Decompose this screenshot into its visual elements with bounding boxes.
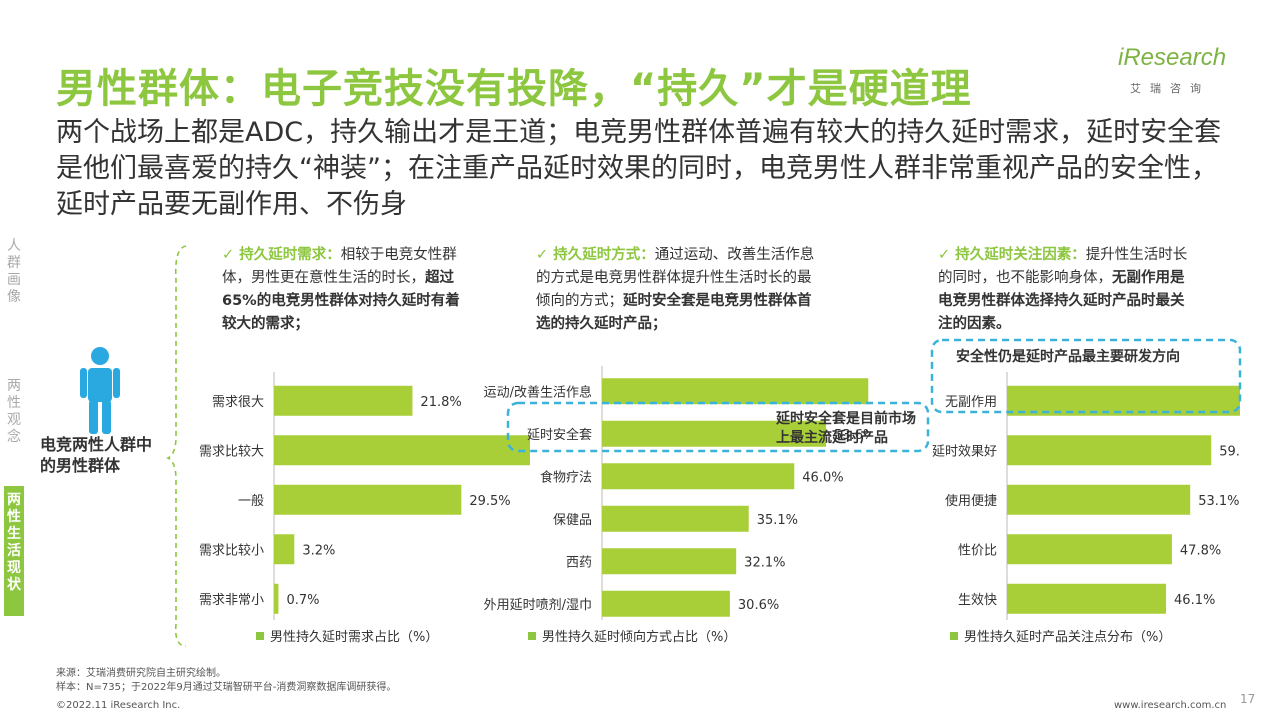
bar-2-2 bbox=[1007, 484, 1191, 515]
legend-chart-1: 男性持久延时需求占比（%） bbox=[256, 626, 438, 645]
bar-0-1 bbox=[274, 435, 530, 466]
value-label-2-4: 46.1% bbox=[1174, 593, 1215, 608]
callout-frame-right bbox=[930, 338, 1242, 414]
category-label-0-0: 需求很大 bbox=[212, 395, 264, 410]
panel-3-text: 提升性生活时长的同时，也不能影响身体， bbox=[938, 247, 1188, 286]
bar-2-4 bbox=[1007, 583, 1167, 614]
bar-2-1 bbox=[1007, 435, 1212, 466]
callout-frame-middle bbox=[506, 401, 930, 453]
value-label-0-4: 0.7% bbox=[286, 593, 319, 608]
value-label-1-3: 35.1% bbox=[757, 513, 798, 528]
value-label-2-3: 47.8% bbox=[1180, 543, 1221, 558]
value-label-0-2: 29.5% bbox=[469, 494, 510, 509]
bar-0-2 bbox=[274, 484, 462, 515]
check-icon: ✓ bbox=[536, 247, 554, 263]
panel-3-description: ✓ 持久延时关注因素：提升性生活时长的同时，也不能影响身体，无副作用是电竞男性群… bbox=[938, 244, 1190, 336]
legend-1-label: 男性持久延时需求占比（%） bbox=[270, 630, 439, 645]
page-title: 男性群体：电子竞技没有投降，“持久”才是硬道理 bbox=[56, 66, 972, 112]
bar-0-4 bbox=[274, 583, 279, 614]
legend-chart-2: 男性持久延时倾向方式占比（%） bbox=[528, 626, 736, 645]
bar-1-4 bbox=[602, 548, 737, 575]
side-tab-life-status[interactable]: 两性生活现状 bbox=[4, 486, 24, 616]
footer-source: 来源：艾瑞消费研究院自主研究绘制。 bbox=[56, 668, 226, 679]
value-label-1-1: 53.6% bbox=[834, 428, 870, 443]
logo-subtitle: 艾瑞咨询 bbox=[1130, 82, 1210, 95]
panel-3-heading: 持久延时关注因素： bbox=[955, 247, 1086, 263]
person-group-graphic bbox=[80, 245, 187, 647]
legend-swatch bbox=[528, 632, 536, 640]
bar-0-3 bbox=[274, 534, 295, 565]
category-label-2-3: 性价比 bbox=[958, 543, 997, 558]
bar-0-0 bbox=[274, 385, 413, 416]
category-label-0-1: 需求比较大 bbox=[199, 444, 264, 459]
iresearch-logo: iResearch 艾瑞咨询 bbox=[1114, 44, 1234, 100]
category-label-2-0: 无副作用 bbox=[945, 395, 997, 410]
footer-copyright: ©2022.11 iResearch Inc. bbox=[56, 700, 181, 711]
footer-sample: 样本：N=735；于2022年9月通过艾瑞智研平台-消费洞察数据库调研获得。 bbox=[56, 682, 397, 693]
panel-1-heading: 持久延时需求： bbox=[239, 247, 341, 263]
check-icon: ✓ bbox=[222, 247, 240, 263]
callout-frames bbox=[506, 338, 1242, 453]
bar-1-3 bbox=[602, 505, 749, 532]
group-bracket bbox=[166, 245, 187, 647]
category-label-1-3: 保健品 bbox=[553, 513, 592, 528]
chart-methods: 运动/改善生活作息63.7%延时安全套53.6%食物疗法46.0%保健品35.1… bbox=[484, 366, 870, 620]
callout-right: 安全性仍是延时产品最主要研发方向 bbox=[956, 349, 1180, 365]
check-icon: ✓ bbox=[938, 247, 956, 263]
panel-2-bold: 延时安全套是电竞男性群体首选的持久延时产品； bbox=[536, 293, 812, 332]
value-label-1-5: 30.6% bbox=[738, 598, 779, 613]
callout-middle: 延时安全套是目前市场上最主流延时产品 bbox=[776, 411, 916, 446]
legend-3-label: 男性持久延时产品关注点分布（%） bbox=[964, 630, 1172, 645]
value-label-0-3: 3.2% bbox=[302, 543, 335, 558]
panel-2-text: 通过运动、改善生活作息的方式是电竞男性群体提升性生活时长的最倾向的方式； bbox=[536, 247, 815, 309]
legend-swatch bbox=[256, 632, 264, 640]
category-label-1-4: 西药 bbox=[566, 555, 592, 570]
category-label-2-2: 使用便捷 bbox=[945, 493, 997, 509]
panel-2-heading: 持久延时方式： bbox=[553, 247, 655, 263]
bar-1-2 bbox=[602, 463, 795, 490]
panel-1-text: 相较于电竞女性群体，男性更在意性生活的时长， bbox=[222, 247, 457, 286]
bar-1-5 bbox=[602, 590, 730, 617]
footer-website[interactable]: www.iresearch.com.cn bbox=[1114, 700, 1227, 711]
panel-1-description: ✓ 持久延时需求：相较于电竞女性群体，男性更在意性生活的时长，超过65%的电竞男… bbox=[222, 244, 472, 336]
category-label-1-2: 食物疗法 bbox=[540, 469, 592, 485]
legend-swatch bbox=[950, 632, 958, 640]
value-label-1-2: 46.0% bbox=[802, 470, 843, 485]
category-label-1-0: 运动/改善生活作息 bbox=[484, 384, 592, 400]
category-label-2-4: 生效快 bbox=[958, 593, 997, 608]
bar-1-0 bbox=[602, 378, 869, 405]
side-tab-concept[interactable]: 两性观念 bbox=[7, 378, 21, 445]
bar-2-3 bbox=[1007, 534, 1172, 565]
category-label-0-3: 需求比较小 bbox=[199, 543, 264, 558]
page-number: 17 bbox=[1240, 692, 1256, 706]
category-label-2-1: 延时效果好 bbox=[932, 444, 997, 459]
legend-chart-3: 男性持久延时产品关注点分布（%） bbox=[950, 626, 1171, 645]
page-subtitle: 两个战场上都是ADC，持久输出才是王道；电竞男性群体普遍有较大的持久延时需求，延… bbox=[56, 117, 1222, 220]
value-label-2-2: 53.1% bbox=[1198, 494, 1239, 509]
value-label-2-1: 59.2% bbox=[1219, 444, 1240, 459]
category-label-0-4: 需求非常小 bbox=[199, 593, 264, 608]
category-label-0-2: 一般 bbox=[238, 493, 264, 509]
panel-2-description: ✓ 持久延时方式：通过运动、改善生活作息的方式是电竞男性群体提升性生活时长的最倾… bbox=[536, 244, 820, 336]
value-label-1-4: 32.1% bbox=[744, 555, 785, 570]
logo-word: iResearch bbox=[1118, 44, 1227, 71]
legend-2-label: 男性持久延时倾向方式占比（%） bbox=[542, 630, 737, 645]
panel-3-bold: 无副作用是电竞男性群体选择持久延时产品时最关注的因素。 bbox=[938, 270, 1185, 332]
value-label-0-0: 21.8% bbox=[420, 395, 461, 410]
category-label-1-1: 延时安全套 bbox=[527, 427, 592, 443]
bar-1-1 bbox=[602, 420, 827, 447]
person-group-label: 电竞两性人群中的男性群体 bbox=[40, 435, 153, 475]
side-tab-portrait[interactable]: 人群画像 bbox=[7, 238, 21, 305]
chart-demand: 需求很大21.8%需求比较大44.8%一般29.5%需求比较小3.2%需求非常小… bbox=[199, 372, 530, 620]
category-label-1-5: 外用延时喷剂/湿巾 bbox=[484, 598, 592, 613]
chart-concerns: 无副作用71.0%延时效果好59.2%使用便捷53.1%性价比47.8%生效快4… bbox=[932, 372, 1240, 620]
panel-1-bold: 超过65%的电竞男性群体对持久延时有着较大的需求； bbox=[222, 270, 460, 332]
person-icon bbox=[80, 347, 120, 434]
